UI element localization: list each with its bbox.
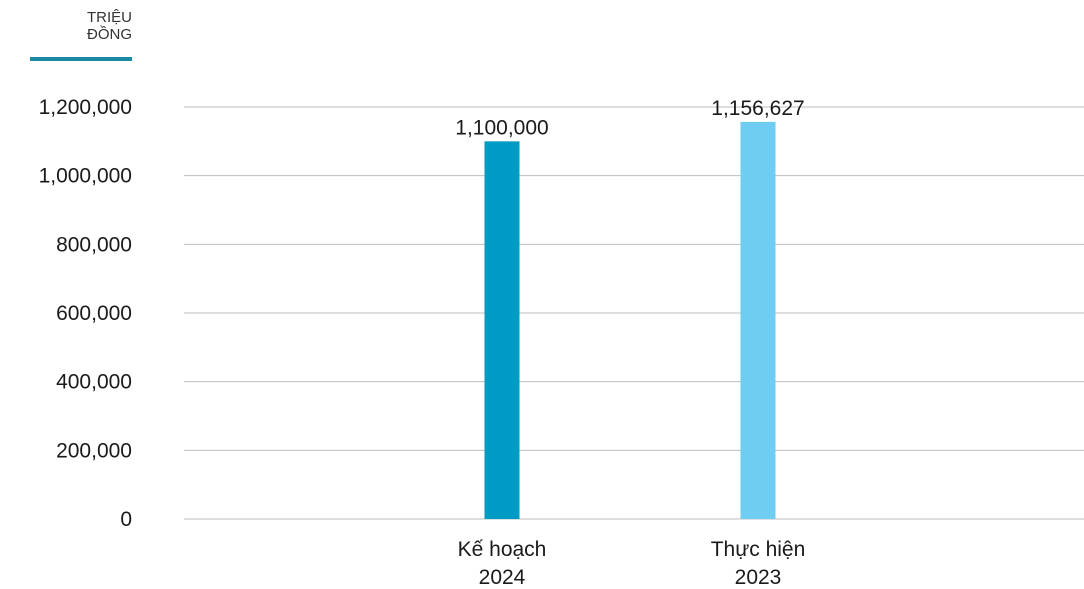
y-tick-label: 1,000,000 [39, 165, 132, 188]
y-tick-label: 800,000 [56, 233, 132, 256]
unit-label-line2: ĐỒNG [87, 26, 132, 43]
data-label: 1,156,627 [711, 97, 804, 120]
data-label: 1,100,000 [455, 116, 548, 139]
y-tick-label: 200,000 [56, 439, 132, 462]
unit-label-underline [30, 57, 132, 61]
x-tick-label: Thực hiện [711, 538, 806, 561]
bar [484, 141, 520, 520]
y-tick-label: 0 [120, 508, 132, 531]
y-tick-label: 1,200,000 [39, 96, 132, 119]
x-tick-label: Kế hoạch [458, 538, 547, 561]
bar [740, 121, 776, 520]
y-tick-label: 400,000 [56, 371, 132, 394]
y-tick-label: 600,000 [56, 302, 132, 325]
x-tick-label-year: 2024 [479, 566, 526, 589]
x-tick-label-year: 2023 [735, 566, 782, 589]
unit-label-line1: TRIỆU [87, 9, 132, 26]
